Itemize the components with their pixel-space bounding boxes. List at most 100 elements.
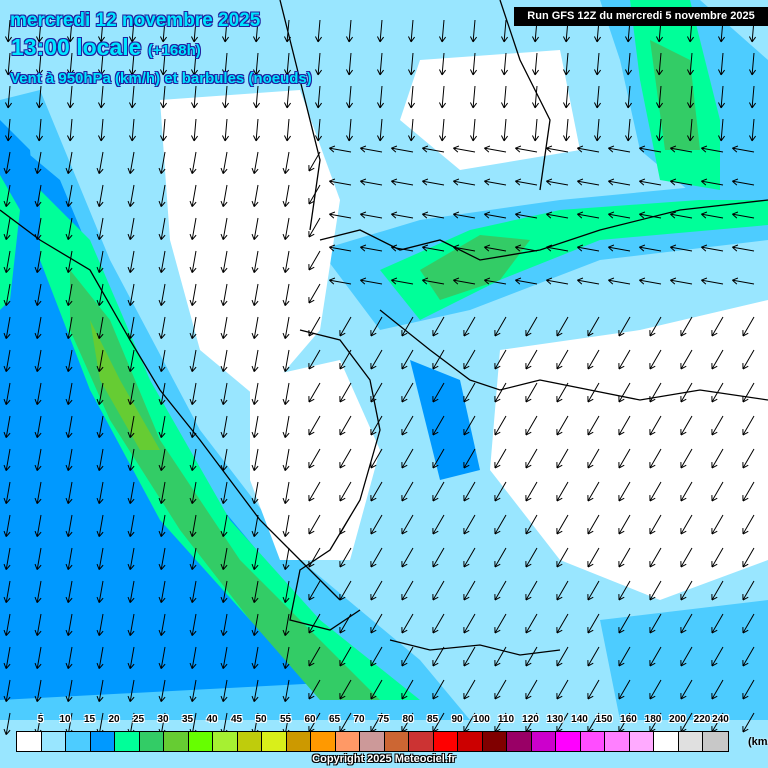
wind-arrow [34, 316, 42, 339]
wind-arrow [220, 415, 228, 438]
wind-arrow [587, 679, 600, 700]
wind-arrow [220, 646, 228, 669]
wind-arrow [189, 283, 197, 306]
wind-arrow [618, 580, 631, 601]
wind-arrow [308, 151, 321, 172]
wind-arrow [190, 52, 199, 76]
wind-arrow [608, 211, 631, 219]
wind-arrow [556, 382, 569, 403]
wind-arrow [3, 349, 11, 372]
wind-arrow [339, 349, 352, 370]
wind-arrow [453, 211, 476, 219]
wind-arrow [189, 316, 197, 339]
wind-arrow [469, 19, 478, 43]
wind-arrow [556, 415, 569, 436]
wind-arrow [96, 250, 104, 273]
wind-arrow [5, 85, 13, 109]
wind-arrow [252, 52, 261, 76]
wind-arrow [3, 316, 11, 339]
wind-arrow [494, 316, 507, 337]
wind-arrow [432, 415, 445, 436]
wind-arrow [127, 283, 135, 306]
wind-arrow [308, 514, 321, 535]
wind-arrow [127, 679, 135, 702]
wind-arrow [701, 211, 724, 219]
wind-arrow [401, 415, 414, 436]
wind-arrow [463, 481, 476, 502]
wind-arrow [3, 184, 11, 207]
wind-arrow [680, 580, 693, 601]
wind-arrow [251, 514, 259, 537]
wind-arrow [190, 19, 199, 43]
wind-arrow [314, 118, 323, 142]
legend-label: 85 [426, 714, 439, 725]
wind-arrow [500, 118, 509, 142]
wind-arrow [283, 19, 292, 43]
wind-arrow [618, 382, 631, 403]
wind-arrow [34, 250, 42, 273]
wind-arrow [742, 712, 755, 733]
wind-arrow [282, 283, 290, 306]
wind-arrow [401, 547, 414, 568]
wind-arrow [432, 349, 445, 370]
wind-arrow [189, 514, 197, 537]
wind-arrow [282, 184, 290, 207]
wind-arrow [370, 448, 383, 469]
wind-arrow [221, 118, 230, 142]
wind-arrow [463, 613, 476, 634]
wind-arrow [463, 448, 476, 469]
wind-arrow [742, 481, 755, 502]
legend-swatch [139, 732, 164, 751]
wind-arrow [339, 382, 352, 403]
wind-arrow [251, 250, 259, 273]
wind-arrow [484, 211, 507, 219]
wind-arrow [65, 646, 73, 669]
legend-label: 90 [451, 714, 463, 725]
wind-arrow [370, 415, 383, 436]
wind-arrow [370, 514, 383, 535]
wind-arrow [360, 178, 383, 186]
legend-label: 5 [37, 714, 44, 725]
wind-arrow [639, 211, 662, 219]
wind-arrow [282, 679, 290, 702]
wind-arrow [252, 118, 261, 142]
wind-arrow [34, 679, 42, 702]
wind-arrow [96, 448, 104, 471]
legend-swatch [41, 732, 66, 751]
wind-arrow [401, 349, 414, 370]
wind-arrow [432, 646, 445, 667]
wind-arrow [732, 178, 755, 186]
lead-time: (+168h) [147, 42, 201, 59]
wind-arrow [407, 52, 416, 76]
wind-arrow [65, 514, 73, 537]
wind-arrow [655, 118, 664, 142]
legend-swatch [90, 732, 115, 751]
wind-arrow [308, 481, 321, 502]
wind-arrow [190, 85, 199, 109]
wind-arrow [680, 514, 693, 535]
wind-arrow [189, 382, 197, 405]
wind-arrow [189, 547, 197, 570]
legend-label: 10 [59, 714, 71, 725]
wind-arrow [649, 514, 662, 535]
wind-arrow [742, 547, 755, 568]
wind-arrow [220, 316, 228, 339]
wind-arrow [432, 316, 445, 337]
wind-arrow [3, 250, 11, 273]
wind-arrow [711, 547, 724, 568]
legend-swatch [433, 732, 458, 751]
wind-arrow [189, 349, 197, 372]
wind-arrow [308, 316, 321, 337]
wind-arrow [34, 580, 42, 603]
wind-arrow [701, 145, 724, 153]
wind-arrow [525, 646, 538, 667]
wind-arrow [65, 283, 73, 306]
wind-arrow [189, 217, 197, 240]
wind-arrow [670, 211, 693, 219]
legend-label: 30 [157, 714, 169, 725]
wind-arrow [525, 547, 538, 568]
wind-arrow [717, 52, 726, 76]
wind-arrow [407, 118, 416, 142]
wind-arrow [618, 547, 631, 568]
wind-arrow [221, 85, 230, 109]
